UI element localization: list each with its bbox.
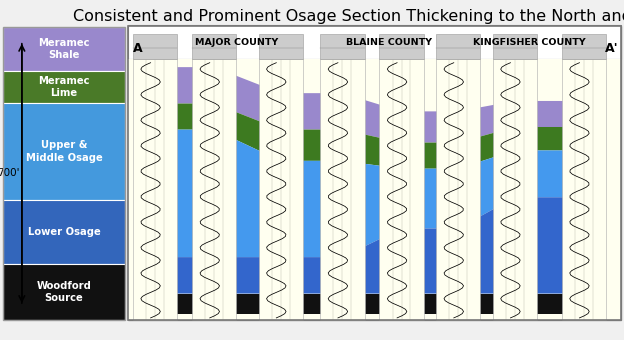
Bar: [3, 200, 125, 264]
Polygon shape: [155, 67, 584, 142]
Text: Consistent and Prominent Osage Section Thickening to the North and West: Consistent and Prominent Osage Section T…: [73, 8, 624, 23]
Polygon shape: [155, 104, 584, 169]
Text: KINGFISHER COUNTY: KINGFISHER COUNTY: [474, 38, 586, 47]
Bar: [133, 59, 177, 320]
Bar: [128, 26, 621, 320]
Polygon shape: [155, 197, 584, 293]
Bar: [562, 59, 606, 320]
Bar: [3, 71, 125, 103]
Bar: [320, 59, 364, 320]
Bar: [379, 59, 424, 320]
Text: BLAINE COUNTY: BLAINE COUNTY: [346, 38, 432, 47]
Bar: [258, 34, 303, 59]
Bar: [192, 34, 236, 59]
Polygon shape: [155, 293, 584, 315]
Bar: [436, 59, 480, 320]
Text: A': A': [605, 42, 619, 55]
Bar: [436, 34, 480, 59]
Text: 700': 700': [0, 168, 19, 179]
Bar: [3, 103, 125, 200]
Bar: [3, 264, 125, 320]
Bar: [379, 34, 424, 59]
Text: Meramec
Shale: Meramec Shale: [38, 38, 90, 60]
Bar: [3, 27, 125, 320]
Text: Meramec
Lime: Meramec Lime: [38, 76, 90, 98]
Bar: [192, 59, 236, 320]
Bar: [562, 34, 606, 59]
Bar: [133, 34, 177, 59]
Bar: [493, 34, 537, 59]
Bar: [3, 27, 125, 71]
Polygon shape: [155, 130, 584, 257]
Text: Woodford
Source: Woodford Source: [37, 280, 91, 303]
Text: A: A: [133, 42, 142, 55]
Text: Lower Osage: Lower Osage: [27, 227, 100, 237]
Bar: [128, 26, 621, 59]
Bar: [128, 59, 621, 320]
Bar: [493, 59, 537, 320]
Bar: [320, 34, 364, 59]
Bar: [258, 59, 303, 320]
Bar: [128, 26, 621, 320]
Text: MAJOR COUNTY: MAJOR COUNTY: [195, 38, 278, 47]
Text: Upper &
Middle Osage: Upper & Middle Osage: [26, 140, 102, 163]
